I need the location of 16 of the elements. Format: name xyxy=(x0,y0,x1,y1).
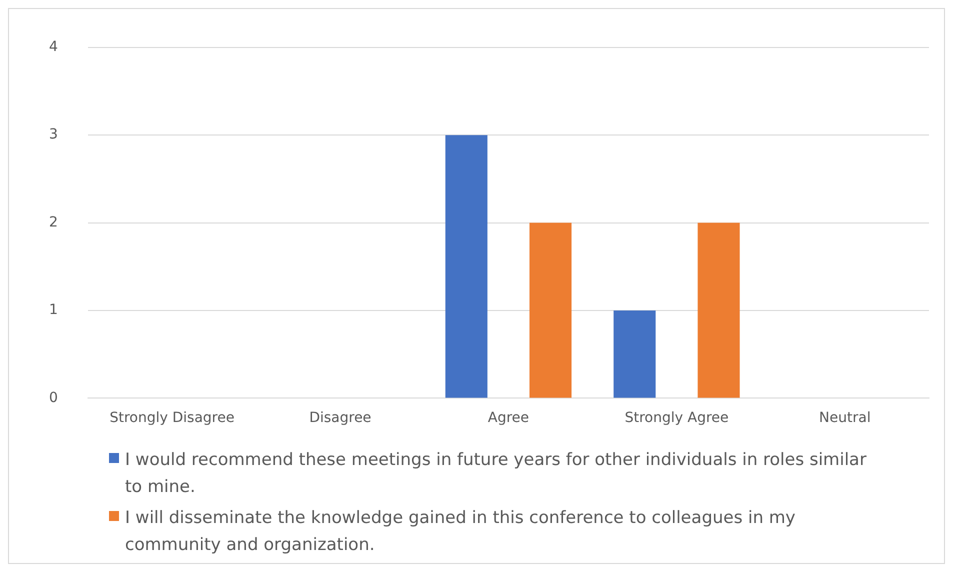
bar xyxy=(698,222,740,398)
x-tick-label: Disagree xyxy=(309,410,372,426)
x-tick-label: Strongly Disagree xyxy=(110,410,234,426)
y-tick-label: 4 xyxy=(48,39,58,56)
legend-label: I would recommend these meetings in future years for other individuals in roles similar to mine. xyxy=(125,449,868,499)
x-tick-label: Neutral xyxy=(819,410,871,426)
legend-label: I will disseminate the knowledge gained in this conference to colleagues in my community and organization. xyxy=(125,507,796,557)
x-tick-label: Agree xyxy=(488,410,530,426)
bar xyxy=(529,222,572,398)
y-tick-label: 1 xyxy=(48,302,58,318)
y-tick-label: 3 xyxy=(48,126,58,143)
x-tick-label: Strongly Agree xyxy=(624,410,729,426)
y-tick-label: 2 xyxy=(48,214,58,230)
y-tick-label: 0 xyxy=(48,390,58,406)
bar xyxy=(614,310,656,398)
bar xyxy=(445,135,488,398)
